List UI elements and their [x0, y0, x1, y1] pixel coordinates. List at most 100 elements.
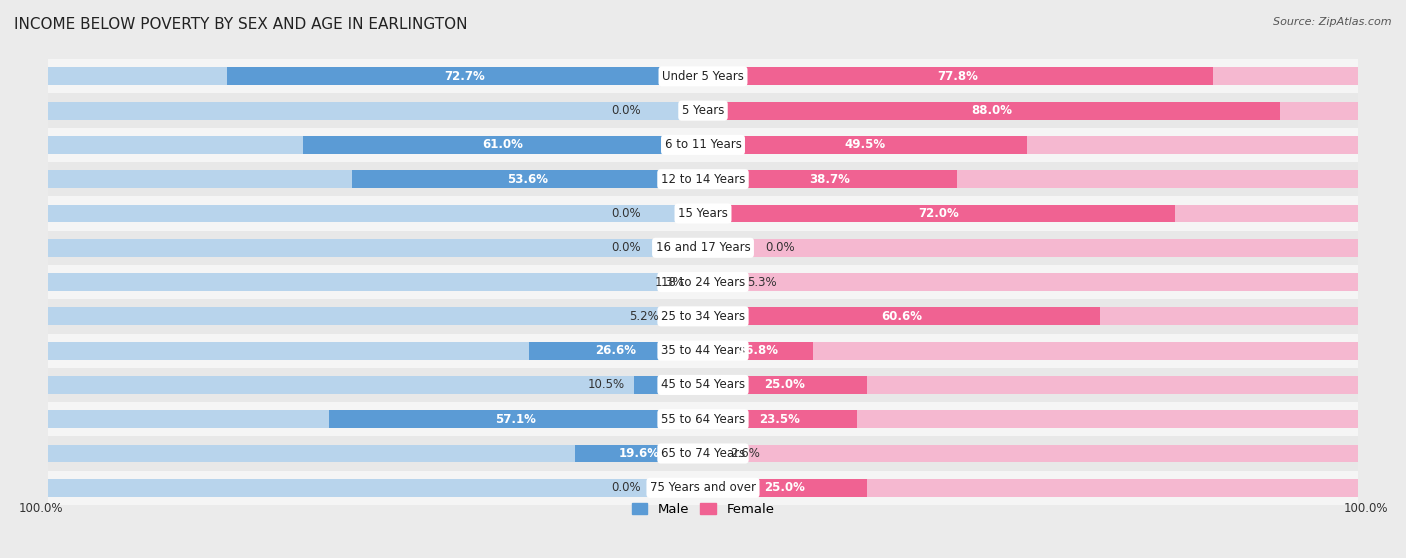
Bar — [48, 368, 1358, 402]
Bar — [48, 128, 1358, 162]
Text: 6 to 11 Years: 6 to 11 Years — [665, 138, 741, 151]
Text: 38.7%: 38.7% — [810, 173, 851, 186]
Text: Under 5 Years: Under 5 Years — [662, 70, 744, 83]
Text: 100.0%: 100.0% — [1343, 502, 1388, 515]
Bar — [703, 410, 858, 428]
Text: 0.0%: 0.0% — [612, 104, 641, 117]
Text: 25 to 34 Years: 25 to 34 Years — [661, 310, 745, 323]
Text: 0.0%: 0.0% — [765, 241, 794, 254]
Bar — [48, 341, 703, 359]
Bar — [634, 376, 703, 394]
Text: 16.8%: 16.8% — [738, 344, 779, 357]
Bar — [575, 445, 703, 463]
Text: 77.8%: 77.8% — [938, 70, 979, 83]
Bar — [703, 307, 1099, 325]
Text: 100.0%: 100.0% — [18, 502, 63, 515]
Bar — [48, 230, 1358, 265]
Bar — [48, 402, 1358, 436]
Text: 25.0%: 25.0% — [765, 482, 806, 494]
Text: 15 Years: 15 Years — [678, 207, 728, 220]
Text: 75 Years and over: 75 Years and over — [650, 482, 756, 494]
Text: 53.6%: 53.6% — [508, 173, 548, 186]
Bar — [703, 376, 1358, 394]
Bar — [703, 376, 868, 394]
Text: 5.2%: 5.2% — [630, 310, 659, 323]
Text: INCOME BELOW POVERTY BY SEX AND AGE IN EARLINGTON: INCOME BELOW POVERTY BY SEX AND AGE IN E… — [14, 17, 468, 32]
Text: 55 to 64 Years: 55 to 64 Years — [661, 413, 745, 426]
Bar — [703, 205, 1358, 223]
Text: 12 to 14 Years: 12 to 14 Years — [661, 173, 745, 186]
Bar — [48, 196, 1358, 230]
Bar — [703, 205, 1175, 223]
Bar — [48, 239, 703, 257]
Text: 35 to 44 Years: 35 to 44 Years — [661, 344, 745, 357]
Text: 72.0%: 72.0% — [918, 207, 959, 220]
Bar — [48, 299, 1358, 334]
Bar — [48, 410, 703, 428]
Text: 19.6%: 19.6% — [619, 447, 659, 460]
Bar — [703, 479, 868, 497]
Bar — [669, 307, 703, 325]
Bar — [226, 68, 703, 85]
Bar — [304, 136, 703, 154]
Bar — [48, 334, 1358, 368]
Bar — [48, 94, 1358, 128]
Text: 16 and 17 Years: 16 and 17 Years — [655, 241, 751, 254]
Bar — [48, 265, 1358, 299]
Bar — [48, 59, 1358, 94]
Bar — [48, 68, 703, 85]
Text: 0.0%: 0.0% — [612, 241, 641, 254]
Legend: Male, Female: Male, Female — [626, 498, 780, 522]
Bar — [48, 479, 703, 497]
Text: 25.0%: 25.0% — [765, 378, 806, 392]
Bar — [703, 445, 1358, 463]
Bar — [48, 307, 703, 325]
Text: 5 Years: 5 Years — [682, 104, 724, 117]
Text: 1.3%: 1.3% — [655, 276, 685, 288]
Bar — [703, 307, 1358, 325]
Bar — [703, 410, 1358, 428]
Bar — [529, 341, 703, 359]
Bar — [703, 479, 1358, 497]
Bar — [352, 170, 703, 188]
Text: 0.0%: 0.0% — [612, 482, 641, 494]
Bar — [329, 410, 703, 428]
Bar — [703, 273, 738, 291]
Text: 49.5%: 49.5% — [845, 138, 886, 151]
Text: 0.0%: 0.0% — [612, 207, 641, 220]
Bar — [703, 102, 1358, 119]
Bar — [703, 102, 1279, 119]
Text: 23.5%: 23.5% — [759, 413, 800, 426]
Bar — [48, 170, 703, 188]
Bar — [703, 170, 1358, 188]
Bar — [695, 273, 703, 291]
Bar — [48, 445, 703, 463]
Bar — [703, 341, 1358, 359]
Bar — [703, 68, 1213, 85]
Bar — [703, 273, 1358, 291]
Text: 2.6%: 2.6% — [730, 447, 759, 460]
Bar — [48, 470, 1358, 505]
Bar — [48, 102, 703, 119]
Bar — [48, 162, 1358, 196]
Bar — [703, 341, 813, 359]
Bar — [703, 136, 1358, 154]
Text: 45 to 54 Years: 45 to 54 Years — [661, 378, 745, 392]
Bar — [48, 205, 703, 223]
Bar — [48, 376, 703, 394]
Text: 61.0%: 61.0% — [482, 138, 523, 151]
Bar — [48, 273, 703, 291]
Text: 60.6%: 60.6% — [882, 310, 922, 323]
Bar — [703, 68, 1358, 85]
Bar — [703, 170, 956, 188]
Bar — [703, 239, 1358, 257]
Text: Source: ZipAtlas.com: Source: ZipAtlas.com — [1274, 17, 1392, 27]
Text: 65 to 74 Years: 65 to 74 Years — [661, 447, 745, 460]
Text: 10.5%: 10.5% — [588, 378, 624, 392]
Text: 5.3%: 5.3% — [748, 276, 778, 288]
Bar — [48, 136, 703, 154]
Text: 57.1%: 57.1% — [495, 413, 536, 426]
Bar — [48, 436, 1358, 470]
Text: 72.7%: 72.7% — [444, 70, 485, 83]
Bar — [703, 136, 1028, 154]
